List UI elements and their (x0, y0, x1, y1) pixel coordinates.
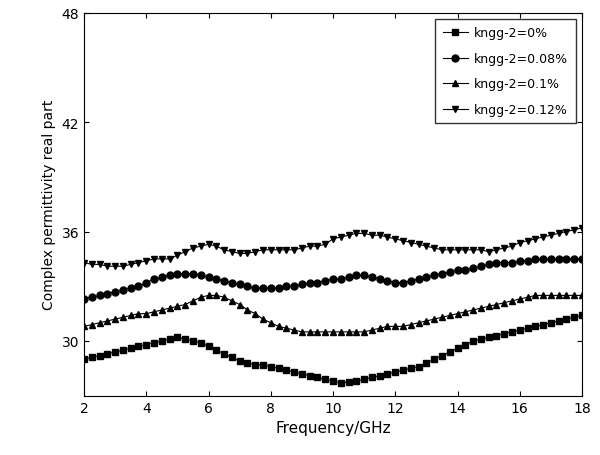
kngg-2=0.08% (80, 297, 88, 302)
Line: kngg-2=0%: kngg-2=0% (81, 313, 585, 386)
kngg-2=0% (228, 355, 235, 360)
X-axis label: Frequency/GHz: Frequency/GHz (275, 420, 391, 435)
kngg-2=0% (80, 357, 88, 362)
kngg-2=0.12% (104, 264, 111, 269)
Line: kngg-2=0.1%: kngg-2=0.1% (80, 292, 586, 336)
kngg-2=0.1% (80, 324, 88, 329)
kngg-2=0.08% (532, 257, 539, 262)
kngg-2=0.1% (197, 295, 205, 300)
kngg-2=0.1% (236, 302, 243, 308)
kngg-2=0.1% (298, 329, 305, 335)
Y-axis label: Complex permittivity real part: Complex permittivity real part (42, 100, 56, 310)
kngg-2=0.1% (524, 295, 531, 300)
kngg-2=0.12% (563, 229, 570, 235)
kngg-2=0.08% (508, 260, 515, 266)
kngg-2=0.08% (290, 284, 298, 289)
kngg-2=0% (578, 313, 586, 318)
kngg-2=0.12% (80, 260, 88, 266)
kngg-2=0.08% (563, 257, 570, 262)
kngg-2=0.1% (563, 293, 570, 298)
kngg-2=0.12% (298, 246, 305, 251)
kngg-2=0.12% (578, 226, 586, 231)
kngg-2=0.1% (306, 329, 313, 335)
Line: kngg-2=0.08%: kngg-2=0.08% (80, 256, 586, 303)
kngg-2=0.08% (337, 277, 344, 282)
kngg-2=0.08% (578, 257, 586, 262)
kngg-2=0% (290, 369, 298, 375)
kngg-2=0.08% (228, 280, 235, 286)
kngg-2=0.12% (205, 242, 212, 248)
kngg-2=0.08% (197, 273, 205, 278)
kngg-2=0.12% (516, 240, 523, 246)
kngg-2=0.1% (578, 293, 586, 298)
kngg-2=0% (337, 380, 344, 386)
Legend: kngg-2=0%, kngg-2=0.08%, kngg-2=0.1%, kngg-2=0.12%: kngg-2=0%, kngg-2=0.08%, kngg-2=0.1%, kn… (436, 20, 576, 124)
kngg-2=0.1% (353, 329, 360, 335)
kngg-2=0.12% (236, 251, 243, 257)
kngg-2=0% (516, 328, 523, 333)
Line: kngg-2=0.12%: kngg-2=0.12% (80, 225, 586, 270)
kngg-2=0% (197, 340, 205, 346)
kngg-2=0.12% (345, 233, 352, 238)
kngg-2=0% (563, 317, 570, 322)
kngg-2=0% (345, 379, 352, 385)
kngg-2=0.1% (205, 293, 212, 298)
